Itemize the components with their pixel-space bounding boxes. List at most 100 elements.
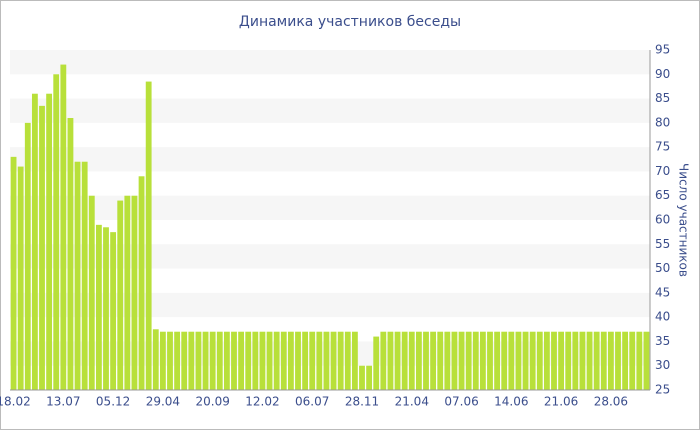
y-axis-title: Число участников [677, 163, 691, 277]
bar [195, 331, 202, 390]
bar [423, 331, 429, 390]
bar [17, 166, 24, 390]
bar [223, 331, 230, 390]
grid-band [10, 244, 650, 269]
bar [266, 331, 273, 390]
bar [39, 105, 45, 390]
bar [373, 336, 380, 390]
bar [536, 331, 543, 390]
bar [74, 161, 81, 390]
bar [188, 331, 195, 390]
bar [95, 224, 102, 390]
x-tick-label: 05.12 [96, 395, 130, 409]
bar [245, 331, 252, 390]
x-tick-label: 28.11 [345, 395, 379, 409]
bar [117, 200, 124, 390]
bar [159, 331, 166, 390]
bar [501, 331, 508, 390]
grid-band [10, 195, 650, 220]
bar [295, 331, 301, 390]
bar [366, 365, 373, 390]
bar [259, 331, 266, 390]
grid-band [10, 98, 650, 123]
bar [323, 331, 330, 390]
bar [401, 331, 408, 390]
x-tick-label: 21.04 [395, 395, 429, 409]
bar [579, 331, 586, 390]
bar [565, 331, 572, 390]
bar [572, 331, 579, 390]
y-tick-label: 40 [655, 310, 670, 324]
bar [81, 161, 88, 390]
y-tick-label: 25 [655, 383, 670, 397]
bar [238, 331, 245, 390]
bar [231, 331, 237, 390]
x-tick-label: 21.06 [544, 395, 578, 409]
y-tick-label: 90 [655, 67, 670, 81]
grid-band [10, 50, 650, 75]
bar [515, 331, 522, 390]
x-tick-label: 28.06 [594, 395, 628, 409]
bar [494, 331, 501, 390]
bar [280, 331, 287, 390]
bar [508, 331, 515, 390]
y-tick-label: 95 [655, 43, 670, 57]
grid-band [10, 341, 650, 366]
x-tick-label: 06.07 [295, 395, 329, 409]
bar [138, 176, 145, 390]
y-tick-label: 85 [655, 91, 670, 105]
bar [31, 93, 38, 390]
bar [408, 331, 415, 390]
bar [287, 331, 294, 390]
bar [202, 331, 209, 390]
x-tick-label: 29.04 [146, 395, 180, 409]
y-tick-label: 55 [655, 237, 670, 251]
bar [437, 331, 444, 390]
bar [24, 122, 31, 390]
bar [444, 331, 451, 390]
bar [387, 331, 394, 390]
bar [252, 331, 259, 390]
bar [479, 331, 486, 390]
x-tick-label: 07.06 [444, 395, 478, 409]
bar [522, 331, 529, 390]
bar [330, 331, 337, 390]
bar [586, 331, 593, 390]
bar [380, 331, 387, 390]
bar [344, 331, 351, 390]
bar [465, 331, 472, 390]
y-tick-label: 50 [655, 261, 670, 275]
bar [10, 156, 17, 390]
grid-band [10, 147, 650, 172]
bar [636, 331, 643, 390]
bar [622, 331, 629, 390]
bar [145, 81, 152, 391]
y-tick-label: 35 [655, 334, 670, 348]
grid-band [10, 292, 650, 318]
bar [88, 195, 95, 390]
bar [60, 64, 67, 391]
x-tick-label: 13.07 [46, 395, 80, 409]
x-tick-label: 20.09 [195, 395, 229, 409]
y-tick-label: 30 [655, 358, 670, 372]
bar [209, 331, 216, 390]
bar [359, 365, 365, 390]
bar [472, 331, 479, 390]
y-tick-label: 65 [655, 188, 670, 202]
bar [643, 331, 650, 390]
bar [181, 331, 188, 390]
bar [124, 195, 131, 390]
bar [316, 331, 323, 390]
bar [309, 331, 316, 390]
bar [551, 331, 557, 390]
bar [53, 74, 60, 391]
bar [558, 331, 565, 390]
y-tick-label: 75 [655, 140, 670, 154]
bar [216, 331, 223, 390]
y-tick-label: 80 [655, 115, 670, 129]
bar [415, 331, 422, 390]
bar [103, 227, 109, 390]
bar [615, 331, 621, 390]
bar [302, 331, 309, 390]
